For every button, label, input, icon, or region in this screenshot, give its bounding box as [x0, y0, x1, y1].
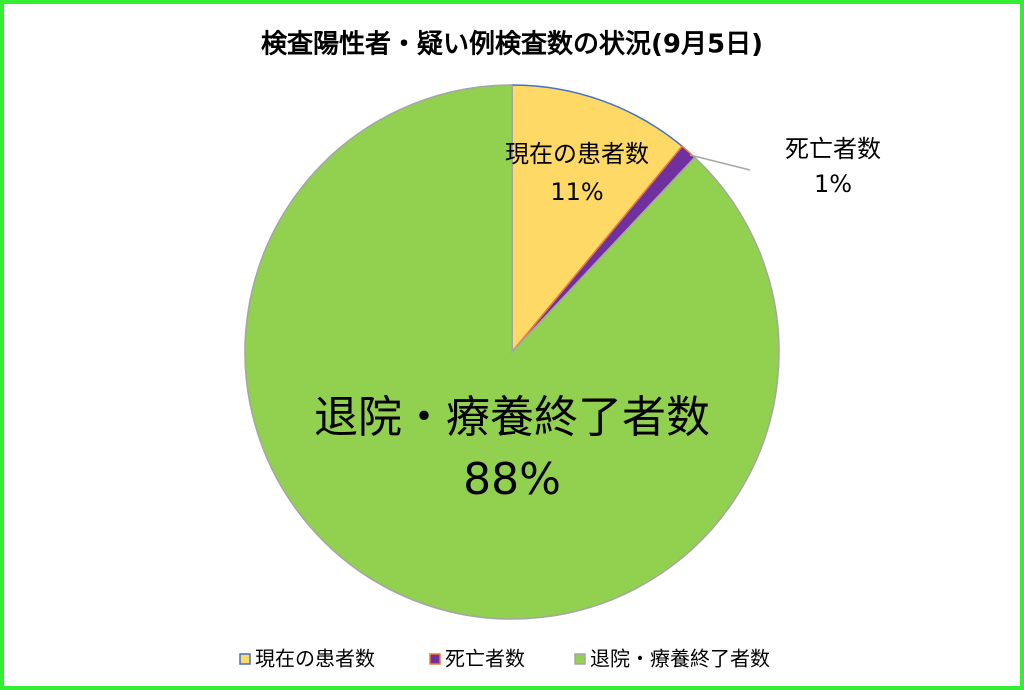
slice-label-name: 死亡者数	[785, 135, 881, 163]
legend-label: 現在の患者数	[255, 647, 375, 671]
chart-title: 検査陽性者・疑い例検査数の状況(9月5日)	[261, 30, 763, 60]
pie-slice	[244, 84, 780, 620]
legend-swatch	[239, 653, 251, 665]
slice-label-name: 退院・療養終了者数	[314, 392, 710, 443]
legend-swatch	[429, 653, 441, 665]
slice-label-value: 1%	[814, 170, 852, 198]
slice-label-name: 現在の患者数	[505, 140, 649, 168]
pie-slice	[511, 84, 684, 355]
legend-swatch	[574, 653, 586, 665]
legend-label: 死亡者数	[445, 647, 525, 671]
legend-label: 退院・療養終了者数	[590, 647, 770, 671]
leader-line	[689, 154, 751, 171]
slice-label-value: 88%	[463, 454, 561, 505]
slice-label-value: 11%	[550, 178, 603, 206]
